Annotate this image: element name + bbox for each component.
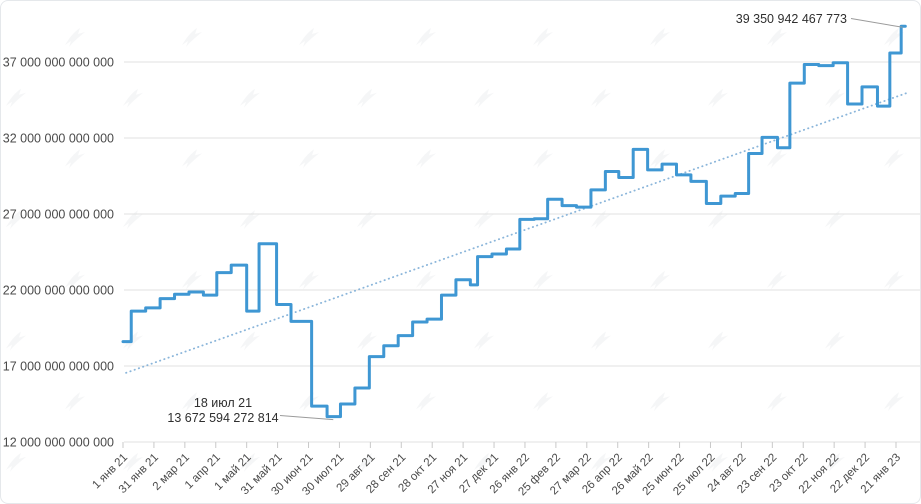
watermark-logo-icon [6,210,26,230]
watermark-logo-icon [533,149,553,169]
watermark-logo-icon [416,149,436,169]
watermark-logo-icon [708,452,728,472]
watermark-logo-icon [299,270,319,290]
annotation-leader-line [850,18,903,28]
watermark-logo-icon [884,392,904,412]
watermark-logo-icon [182,270,202,290]
trend-line [125,92,908,374]
watermark-logo-icon [474,331,494,351]
watermark-logo-icon [767,270,787,290]
watermark-logo-icon [767,28,787,47]
watermark-logo-icon [65,28,85,47]
watermark-logo-icon [299,149,319,169]
watermark-logo-icon [240,331,260,351]
watermark-logo-icon [650,28,670,47]
watermark-logo-icon [6,331,26,351]
watermark-logo-icon [533,270,553,290]
watermark-logo-icon [65,270,85,290]
watermark-logo-icon [767,392,787,412]
watermark-logo-icon [299,392,319,412]
watermark-logo-icon [708,331,728,351]
watermark-logo-icon [708,88,728,108]
watermark-logo-icon [825,452,845,472]
watermark-logo-icon [123,452,143,472]
watermark-logo-icon [357,452,377,472]
y-axis-label: 37 000 000 000 000 [3,56,114,70]
y-axis-label: 32 000 000 000 000 [3,132,114,146]
annotation-max-value: 39 350 942 467 773 [736,12,847,26]
watermark-logo-icon [65,149,85,169]
annotation-min-date: 18 июл 21 [194,396,252,410]
annotation-min-value: 13 672 594 272 814 [167,411,278,425]
watermark-logo-icon [533,28,553,47]
watermark-logo-icon [884,270,904,290]
watermark-logo-icon [884,28,904,47]
watermark-logo-icon [123,210,143,230]
watermark-logo-icon [825,210,845,230]
watermark-layer [6,28,904,472]
annotation-leader-line [279,415,334,421]
watermark-logo-icon [650,392,670,412]
watermark-logo-icon [240,88,260,108]
watermark-logo-icon [708,210,728,230]
watermark-logo-icon [182,392,202,412]
y-axis-label: 22 000 000 000 000 [3,284,114,298]
watermark-logo-icon [357,331,377,351]
watermark-logo-icon [182,28,202,47]
watermark-logo-icon [123,88,143,108]
watermark-logo-icon [533,392,553,412]
watermark-logo-icon [650,270,670,290]
watermark-logo-icon [6,452,26,472]
watermark-logo-icon [591,452,611,472]
watermark-logo-icon [65,392,85,412]
watermark-logo-icon [591,88,611,108]
watermark-logo-icon [650,149,670,169]
watermark-logo-icon [123,331,143,351]
watermark-logo-icon [825,88,845,108]
watermark-logo-icon [884,149,904,169]
watermark-logo-icon [767,149,787,169]
watermark-logo-icon [299,28,319,47]
watermark-logo-icon [357,88,377,108]
watermark-logo-icon [474,210,494,230]
watermark-logo-icon [416,28,436,47]
watermark-logo-icon [182,149,202,169]
watermark-logo-icon [474,452,494,472]
y-axis-label: 17 000 000 000 000 [3,360,114,374]
watermark-logo-icon [357,210,377,230]
watermark-logo-icon [474,88,494,108]
difficulty-series-line [121,24,907,419]
watermark-logo-icon [591,331,611,351]
y-axis-label: 27 000 000 000 000 [3,208,114,222]
watermark-logo-icon [416,392,436,412]
watermark-logo-icon [240,452,260,472]
watermark-logo-icon [825,331,845,351]
watermark-logo-icon [591,210,611,230]
watermark-logo-icon [6,88,26,108]
y-axis-label: 12 000 000 000 000 [3,436,114,450]
watermark-logo-icon [416,270,436,290]
watermark-logo-icon [240,210,260,230]
